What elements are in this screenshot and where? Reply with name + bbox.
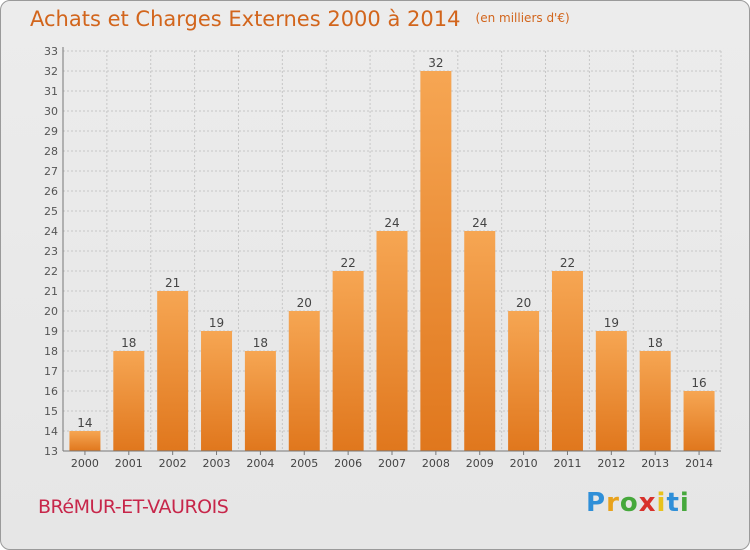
logo-letter: o — [619, 488, 639, 518]
bar-2003 — [201, 331, 233, 451]
x-tick-label: 2010 — [510, 457, 538, 470]
x-tick-label: 2000 — [71, 457, 99, 470]
bar-2005 — [288, 311, 320, 451]
y-tick-label: 33 — [44, 45, 58, 58]
y-tick-label: 15 — [44, 405, 58, 418]
logo-letter: P — [586, 488, 607, 518]
data-label: 20 — [516, 296, 531, 310]
logo-letter: i — [656, 488, 667, 518]
x-tick-label: 2011 — [553, 457, 581, 470]
data-label: 32 — [428, 56, 443, 70]
bar-2011 — [551, 271, 583, 451]
data-label: 21 — [165, 276, 180, 290]
data-label: 24 — [384, 216, 399, 230]
y-tick-label: 32 — [44, 65, 58, 78]
y-tick-label: 16 — [44, 385, 58, 398]
bar-2002 — [157, 291, 189, 451]
logo-letter: i — [679, 488, 690, 518]
data-label: 18 — [253, 336, 268, 350]
proxiti-logo[interactable]: Proxiti — [586, 488, 690, 518]
y-tick-label: 18 — [44, 345, 58, 358]
bars: 14 18 21 19 18 20 22 24 32 24 20 22 19 18 16 — [69, 56, 715, 451]
x-tick-label: 2003 — [203, 457, 231, 470]
y-tick-label: 27 — [44, 165, 58, 178]
y-tick-label: 23 — [44, 245, 58, 258]
y-tick-label: 30 — [44, 105, 58, 118]
y-tick-label: 13 — [44, 445, 58, 458]
title-row: Achats et Charges Externes 2000 à 2014 (… — [30, 7, 570, 31]
x-tick-label: 2004 — [246, 457, 274, 470]
bar-2001 — [113, 351, 145, 451]
bar-2013 — [639, 351, 671, 451]
x-tick-label: 2014 — [685, 457, 713, 470]
x-tick-label: 2002 — [159, 457, 187, 470]
data-label: 16 — [691, 376, 706, 390]
data-label: 19 — [604, 316, 619, 330]
logo-letter: x — [638, 488, 657, 518]
data-label: 18 — [648, 336, 663, 350]
data-label: 22 — [340, 256, 355, 270]
y-tick-label: 19 — [44, 325, 58, 338]
bar-2010 — [508, 311, 540, 451]
y-tick-label: 21 — [44, 285, 58, 298]
x-tick-label: 2012 — [597, 457, 625, 470]
y-tick-label: 28 — [44, 145, 58, 158]
logo-letter: t — [666, 488, 680, 518]
logo-letter: r — [606, 488, 620, 518]
chart-unit: (en milliers d'€) — [475, 11, 570, 25]
x-tick-label: 2007 — [378, 457, 406, 470]
x-tick-label: 2001 — [115, 457, 143, 470]
bar-2012 — [595, 331, 627, 451]
y-tick-label: 29 — [44, 125, 58, 138]
bar-2008 — [420, 71, 452, 451]
data-label: 24 — [472, 216, 487, 230]
bar-2007 — [376, 231, 408, 451]
x-tick-label: 2005 — [290, 457, 318, 470]
y-tick-label: 26 — [44, 185, 58, 198]
x-tick-label: 2008 — [422, 457, 450, 470]
data-label: 18 — [121, 336, 136, 350]
bar-2006 — [332, 271, 364, 451]
bar-2014 — [683, 391, 715, 451]
y-tick-label: 22 — [44, 265, 58, 278]
y-tick-label: 17 — [44, 365, 58, 378]
x-tick-label: 2006 — [334, 457, 362, 470]
y-tick-label: 24 — [44, 225, 58, 238]
axes: 13 14 15 16 17 18 19 20 21 22 23 24 25 26 27 28 29 30 31 32… — [44, 45, 721, 470]
x-tick-label: 2013 — [641, 457, 669, 470]
data-label: 14 — [77, 416, 92, 430]
bar-2004 — [244, 351, 276, 451]
y-tick-label: 25 — [44, 205, 58, 218]
chart-title: Achats et Charges Externes 2000 à 2014 — [30, 7, 461, 31]
bar-2000 — [69, 431, 101, 451]
y-tick-label: 31 — [44, 85, 58, 98]
data-label: 22 — [560, 256, 575, 270]
data-label: 19 — [209, 316, 224, 330]
x-tick-label: 2009 — [466, 457, 494, 470]
town-name: BRéMUR-ET-VAUROIS — [38, 496, 229, 518]
data-label: 20 — [297, 296, 312, 310]
y-tick-label: 20 — [44, 305, 58, 318]
y-tick-label: 14 — [44, 425, 58, 438]
bar-2009 — [464, 231, 496, 451]
